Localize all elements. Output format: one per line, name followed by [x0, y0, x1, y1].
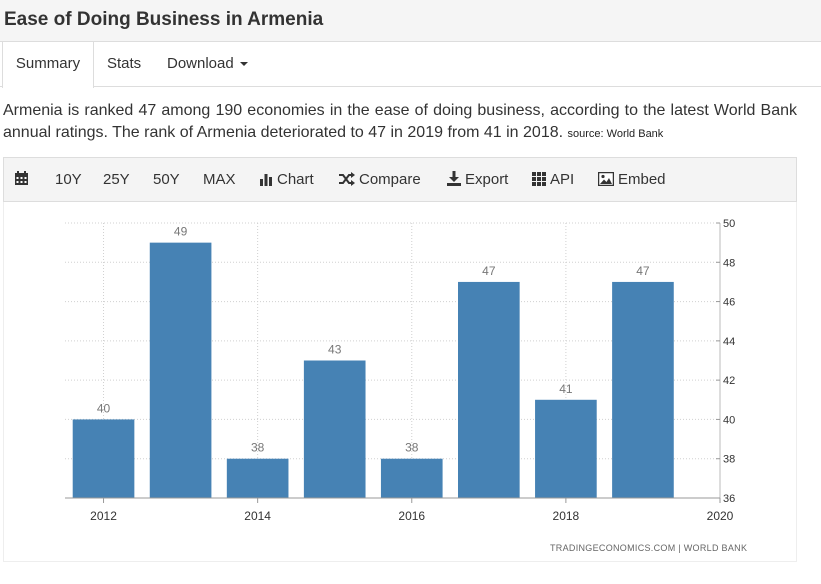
grid-icon — [532, 172, 546, 186]
calendar-button[interactable] — [14, 158, 33, 201]
tab-summary-label: Summary — [15, 55, 81, 72]
y-tick-label: 44 — [723, 336, 735, 348]
y-tick-label: 46 — [723, 297, 735, 309]
chart-credit: TRADINGECONOMICS.COM | WORLD BANK — [550, 543, 748, 553]
y-tick-label: 50 — [723, 218, 735, 230]
export-label: Export — [465, 171, 509, 188]
chart-type-label: Chart — [277, 171, 314, 188]
range-25y-button[interactable]: 25Y — [103, 171, 130, 188]
chart-toolbar: 10Y 25Y 50Y MAX Chart Compare Export API — [3, 157, 797, 202]
y-tick-label: 40 — [723, 414, 735, 426]
chart-container — [3, 202, 797, 562]
tab-download[interactable]: Download — [167, 42, 248, 87]
range-10y-button[interactable]: 10Y — [55, 171, 82, 188]
embed-button[interactable]: Embed — [597, 158, 666, 201]
bar-data-label: 41 — [559, 382, 573, 396]
x-tick-label: 2020 — [707, 509, 734, 523]
bar-data-label: 47 — [482, 264, 496, 278]
x-tick-label: 2018 — [553, 509, 580, 523]
bar — [226, 458, 289, 498]
tab-download-label: Download — [167, 55, 234, 72]
summary-text: Armenia is ranked 47 among 190 economies… — [3, 102, 797, 141]
api-button[interactable]: API — [532, 158, 574, 201]
x-tick-label: 2016 — [398, 509, 425, 523]
y-tick-label: 48 — [723, 257, 735, 269]
calendar-icon — [15, 171, 28, 185]
shuffle-icon — [339, 172, 355, 186]
export-button[interactable]: Export — [447, 158, 508, 201]
bar — [303, 360, 366, 498]
caret-down-icon — [239, 62, 248, 67]
bar — [380, 458, 443, 498]
tab-bar: Summary Stats Download — [0, 42, 821, 88]
bar — [612, 281, 674, 498]
image-icon — [597, 171, 615, 187]
bar — [458, 281, 520, 498]
download-icon — [447, 171, 461, 186]
y-tick-label: 36 — [723, 493, 735, 505]
embed-label: Embed — [618, 171, 666, 188]
page-header: Ease of Doing Business in Armenia — [0, 0, 821, 42]
tab-summary[interactable]: Summary — [2, 42, 94, 88]
range-max-button[interactable]: MAX — [203, 171, 236, 188]
compare-button[interactable]: Compare — [338, 158, 421, 201]
tab-stats[interactable]: Stats — [107, 42, 141, 87]
tab-stats-label: Stats — [107, 55, 142, 72]
chart-type-button[interactable]: Chart — [259, 158, 314, 201]
y-tick-label: 38 — [723, 454, 735, 466]
bar-data-label: 49 — [174, 225, 188, 239]
bar-data-label: 38 — [251, 441, 265, 455]
x-tick-label: 2014 — [244, 509, 271, 523]
range-50y-button[interactable]: 50Y — [153, 171, 180, 188]
bar-data-label: 40 — [97, 401, 111, 415]
bar-chart-icon — [260, 174, 272, 186]
y-tick-label: 42 — [723, 375, 735, 387]
bar — [72, 419, 135, 498]
bar — [149, 242, 212, 498]
bar-data-label: 38 — [405, 441, 419, 455]
source-note: source: World Bank — [567, 128, 664, 140]
page-title: Ease of Doing Business in Armenia — [4, 9, 324, 30]
bar-data-label: 43 — [328, 343, 342, 357]
api-label: API — [550, 171, 575, 188]
x-tick-label: 2012 — [90, 509, 117, 523]
compare-label: Compare — [359, 171, 421, 188]
bar-data-label: 47 — [636, 264, 650, 278]
summary-description: Armenia is ranked 47 among 190 economies… — [3, 100, 797, 145]
bar — [535, 399, 597, 498]
